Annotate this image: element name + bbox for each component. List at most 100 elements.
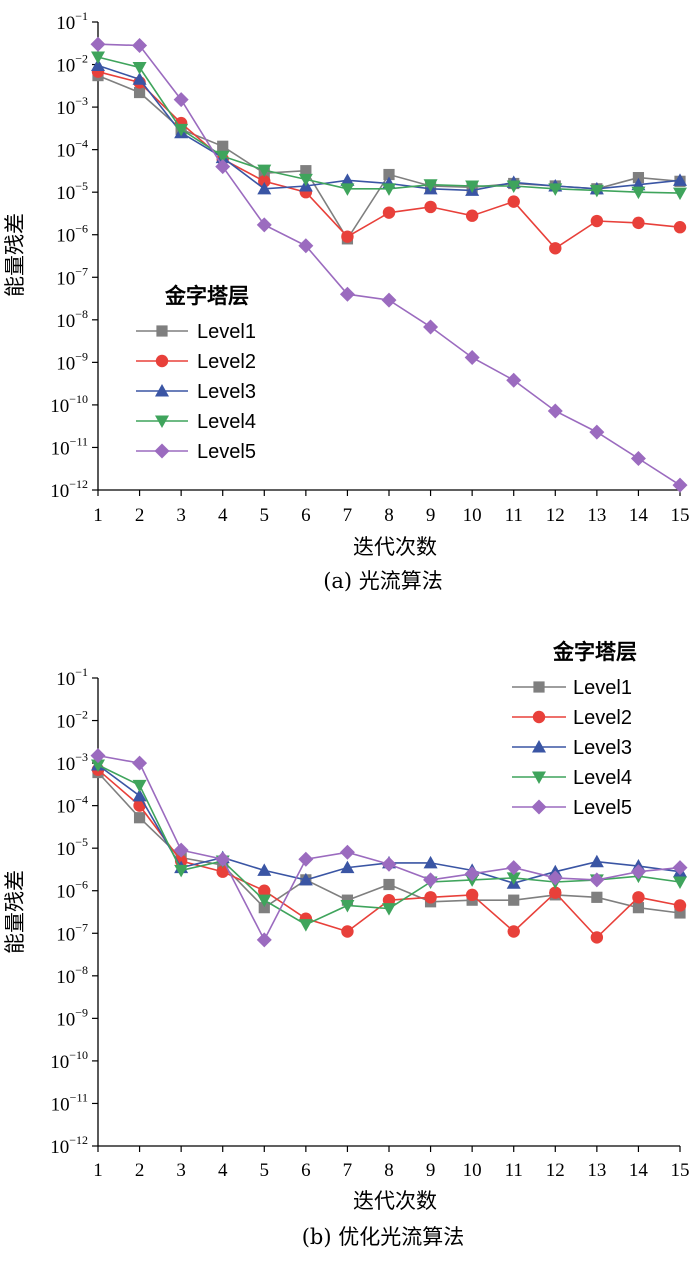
data-point — [590, 214, 604, 228]
legend: 金字塔层 Level1 Level2 Level3 Level4 Level5 — [136, 284, 256, 463]
data-point — [549, 886, 562, 899]
y-tick-label: 10−3 — [56, 750, 88, 775]
data-point — [423, 855, 438, 869]
legend-label: Level5 — [573, 797, 632, 819]
legend-marker — [155, 354, 169, 368]
data-point — [507, 195, 520, 208]
data-point — [341, 925, 354, 938]
x-tick-label: 6 — [301, 505, 311, 526]
legend-marker — [532, 710, 546, 724]
data-point — [298, 851, 314, 867]
data-point — [133, 86, 146, 99]
series-line — [97, 43, 681, 486]
y-axis-title: 能量残差 — [3, 870, 27, 954]
data-point — [673, 173, 687, 186]
x-tick-label: 15 — [671, 505, 690, 526]
x-tick-label: 15 — [671, 1160, 690, 1181]
data-point — [632, 891, 645, 904]
legend-label: Level4 — [197, 411, 256, 433]
data-point — [382, 903, 396, 916]
legend-item: Level3 — [136, 381, 256, 403]
data-point — [132, 38, 148, 54]
data-point — [174, 123, 189, 137]
legend-item: Level1 — [512, 677, 632, 699]
data-point — [257, 164, 272, 178]
x-tick-label: 11 — [505, 505, 523, 526]
data-point — [132, 72, 147, 85]
x-tick-label: 3 — [176, 505, 186, 526]
data-point — [91, 58, 105, 71]
data-point — [298, 919, 313, 932]
data-point — [132, 62, 147, 75]
y-tick-label: 10−9 — [56, 1005, 88, 1030]
data-point — [630, 451, 646, 467]
data-point — [589, 424, 605, 440]
y-tick-label: 10−8 — [56, 307, 88, 332]
legend-label: Level1 — [197, 321, 256, 343]
y-tick-label: 10−6 — [56, 878, 88, 903]
data-point — [173, 842, 189, 858]
y-tick-label: 10−6 — [56, 222, 88, 247]
data-point — [506, 860, 522, 876]
legend-label: Level3 — [197, 381, 256, 403]
data-point — [672, 860, 688, 876]
data-point — [215, 150, 230, 164]
data-point — [91, 759, 105, 773]
x-tick-label: 14 — [629, 505, 649, 526]
x-tick-label: 8 — [384, 505, 394, 526]
data-point — [465, 209, 479, 222]
y-axis-title: 能量残差 — [3, 213, 27, 297]
data-point — [589, 184, 604, 198]
data-point — [590, 931, 604, 944]
legend-title: 金字塔层 — [164, 284, 249, 308]
chart-b: 10−1 10−2 10−3 10−4 10−5 10−6 10−7 10−8 10−9 10−1… — [3, 640, 690, 1249]
data-point — [674, 907, 686, 919]
chart-caption: (b) 优化光流算法 — [302, 1225, 465, 1249]
x-tick-label: 14 — [629, 1160, 649, 1181]
y-tick-label: 10−10 — [50, 1048, 88, 1073]
y-tick-label: 10−10 — [50, 392, 88, 417]
legend-marker — [156, 325, 168, 337]
x-tick-label: 12 — [546, 505, 565, 526]
data-point — [300, 165, 312, 177]
data-point — [548, 183, 563, 196]
data-point — [216, 865, 229, 878]
data-point — [298, 872, 313, 886]
data-point — [132, 779, 147, 793]
data-point — [90, 748, 106, 764]
x-axis-title: 迭代次数 — [353, 1189, 437, 1213]
data-point — [133, 812, 146, 824]
data-point — [673, 187, 687, 201]
data-point — [382, 206, 396, 219]
x-tick-label: 11 — [505, 1160, 523, 1181]
legend-label: Level5 — [197, 441, 256, 463]
x-tick-label: 2 — [135, 1160, 145, 1181]
chart-a: 10−1 10−2 10−3 10−4 10−5 10−6 10−7 10−8 10−9 10−1… — [3, 9, 690, 593]
data-point — [256, 217, 272, 233]
data-point — [673, 876, 687, 890]
data-point — [424, 891, 437, 904]
x-tick-label: 3 — [176, 1160, 186, 1181]
data-point — [465, 180, 480, 193]
data-point — [340, 183, 355, 196]
x-tick-label: 10 — [463, 505, 482, 526]
data-point — [673, 899, 687, 912]
series-level4 — [91, 51, 687, 201]
data-point — [340, 860, 355, 874]
legend-label: Level1 — [573, 677, 632, 699]
data-point — [382, 183, 396, 196]
legend-label: Level2 — [573, 707, 632, 729]
x-axis-title: 迭代次数 — [353, 535, 437, 559]
legend-marker — [531, 799, 547, 815]
x-tick-label: 1 — [93, 505, 103, 526]
data-point — [549, 242, 562, 255]
chart-caption: (a) 光流算法 — [323, 569, 443, 593]
legend-marker — [154, 443, 170, 459]
data-point — [132, 755, 148, 771]
data-point — [174, 864, 189, 878]
y-tick-label: 10−11 — [51, 434, 88, 459]
legend-item: Level4 — [512, 767, 632, 789]
data-point — [339, 844, 355, 860]
data-point — [506, 180, 521, 193]
data-point — [589, 872, 605, 888]
